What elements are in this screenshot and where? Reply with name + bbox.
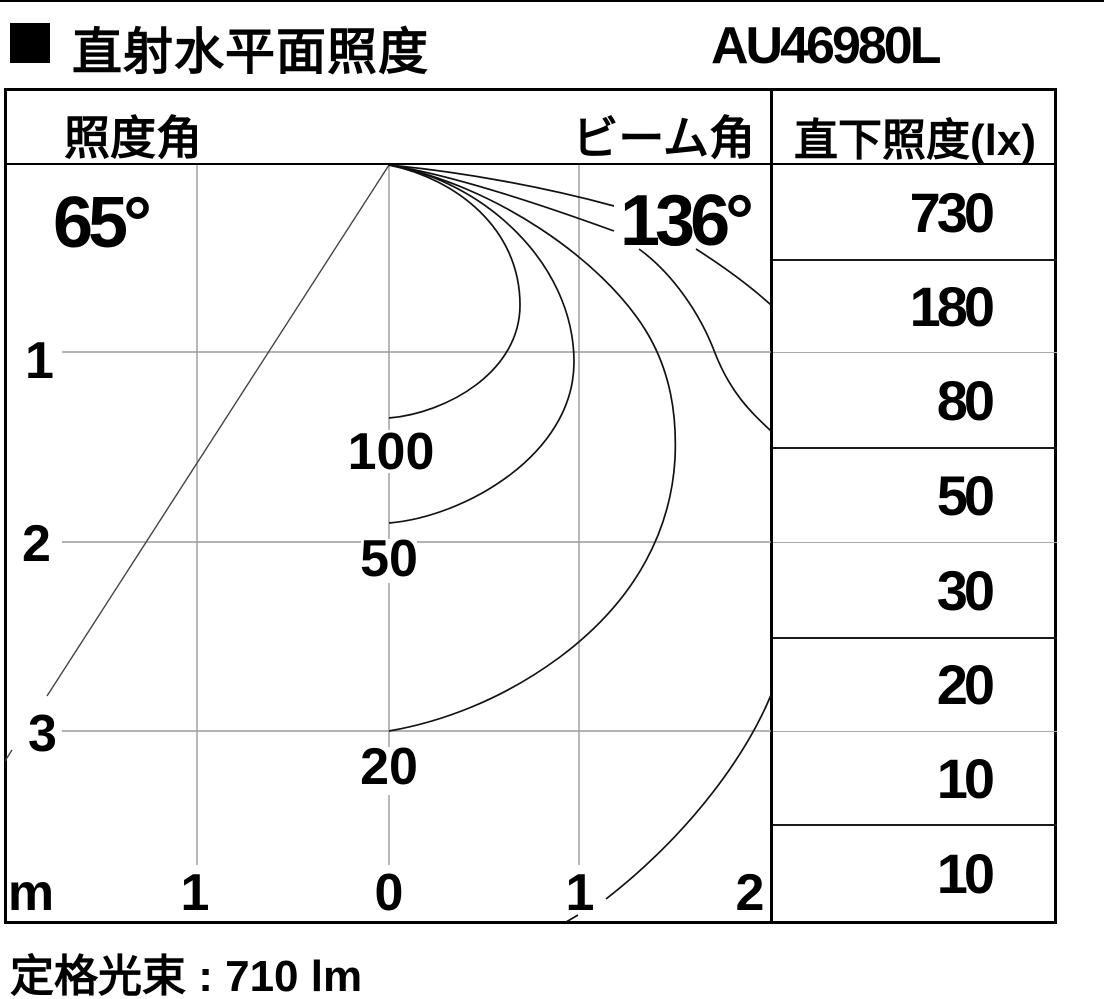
curve-100lx [388, 165, 521, 419]
curve-label-50: 50 [360, 530, 418, 588]
y-tick-2m: 2 [22, 515, 51, 573]
rated-luminous-flux: 定格光束 : 710 lm [10, 952, 363, 999]
y-tick-3m: 3 [28, 705, 57, 763]
curve-10lx-upper-b [638, 248, 771, 432]
row-separator-3m [773, 731, 1057, 732]
row-separator-0_5m [773, 259, 1057, 261]
curve-10lx-lower [605, 694, 771, 900]
y-tick-1m: 1 [25, 332, 54, 390]
header-beam-angle: ビーム角 [572, 112, 755, 164]
label-illuminance-angle: 65° [53, 183, 149, 263]
x-unit-m: m [8, 864, 54, 922]
cone-chart: 65° 136° 100 50 20 1 2 3 m 1 0 1 2 [5, 165, 771, 922]
row-separator-2m [773, 542, 1057, 543]
curve-50lx [388, 165, 575, 524]
x-tick-0: 0 [375, 864, 404, 922]
grid-lines [62, 165, 771, 865]
row-separator-3_5m [773, 824, 1057, 826]
x-tick-left-1: 1 [181, 864, 210, 922]
table-header-separator [4, 163, 1057, 165]
curve-label-20: 20 [360, 738, 418, 796]
page-title: 直射水平面照度 [72, 24, 429, 80]
curve-20lx [388, 165, 677, 732]
spec-table-border [4, 88, 1057, 924]
row-separator-2_5m [773, 637, 1057, 639]
header-direct-illuminance: 直下照度(lx) [794, 116, 1036, 165]
row-separator-1_5m [773, 447, 1057, 449]
lux-row-5: 20 [936, 653, 995, 716]
iso-lux-curves [388, 165, 771, 922]
lux-row-0: 730 [909, 180, 995, 244]
row-separator-1m [773, 352, 1057, 353]
product-model: AU46980L [711, 17, 941, 75]
title-bullet-square [10, 23, 50, 63]
label-beam-angle: 136° [620, 181, 751, 261]
lux-row-4: 30 [936, 558, 995, 622]
curve-5lx-b [695, 248, 771, 306]
lux-row-1: 180 [909, 274, 995, 338]
curve-5lx-a [388, 165, 615, 207]
page-top-rule [0, 0, 1104, 2]
curve-10lx-upper-a [388, 165, 615, 232]
lux-row-7: 10 [936, 841, 995, 905]
header-illuminance-angle: 照度角 [64, 112, 202, 164]
lux-row-6: 10 [936, 746, 995, 810]
lux-row-3: 50 [936, 463, 995, 527]
lux-row-2: 80 [936, 368, 995, 432]
x-tick-right-1: 1 [566, 864, 595, 922]
table-column-divider [770, 88, 773, 924]
x-tick-right-2: 2 [736, 864, 765, 922]
beam-line-65deg [5, 165, 390, 762]
curve-label-100: 100 [348, 423, 435, 481]
curve-10lx-lower-stub [564, 914, 579, 922]
